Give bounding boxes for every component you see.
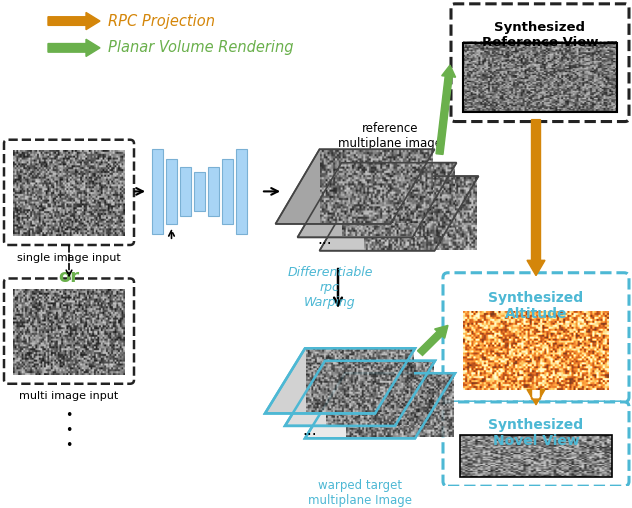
Polygon shape (298, 163, 456, 237)
FancyArrow shape (527, 119, 545, 276)
Polygon shape (320, 176, 478, 251)
Bar (222, 159, 233, 224)
Text: ...: ... (303, 423, 317, 438)
Text: Synthesized
Altitude: Synthesized Altitude (489, 291, 583, 321)
Bar (460, 435, 612, 477)
Polygon shape (305, 373, 455, 438)
Text: Synthesized
Novel View: Synthesized Novel View (489, 418, 583, 449)
Bar (152, 149, 163, 234)
FancyArrow shape (436, 65, 456, 154)
Text: Planar Volume Rendering: Planar Volume Rendering (108, 40, 293, 55)
Text: •: • (65, 439, 73, 452)
Text: RPC Projection: RPC Projection (108, 14, 215, 28)
Text: ...: ... (318, 232, 332, 247)
FancyArrow shape (418, 326, 448, 356)
Text: reference
multiplane image: reference multiplane image (338, 122, 442, 150)
Bar (166, 159, 177, 224)
FancyBboxPatch shape (443, 402, 629, 486)
Text: Differentiable
rpc
Warping: Differentiable rpc Warping (288, 266, 373, 308)
Bar (194, 172, 205, 210)
Polygon shape (285, 361, 435, 426)
Text: warped target
multiplane Image: warped target multiplane Image (308, 479, 412, 506)
FancyBboxPatch shape (451, 4, 629, 121)
FancyArrow shape (48, 39, 100, 56)
Text: •: • (65, 424, 73, 437)
Text: or: or (58, 268, 80, 286)
Text: •: • (65, 408, 73, 422)
Polygon shape (276, 149, 434, 224)
FancyArrow shape (527, 390, 545, 405)
Polygon shape (265, 348, 415, 414)
Text: single image input: single image input (17, 252, 121, 263)
Bar (236, 149, 247, 234)
FancyBboxPatch shape (443, 273, 629, 402)
Text: Synthesized
Reference View: Synthesized Reference View (482, 21, 599, 49)
Text: multi image input: multi image input (20, 392, 119, 401)
Bar (208, 167, 219, 216)
Bar (180, 167, 191, 216)
Bar (463, 43, 617, 112)
FancyArrow shape (48, 12, 100, 29)
